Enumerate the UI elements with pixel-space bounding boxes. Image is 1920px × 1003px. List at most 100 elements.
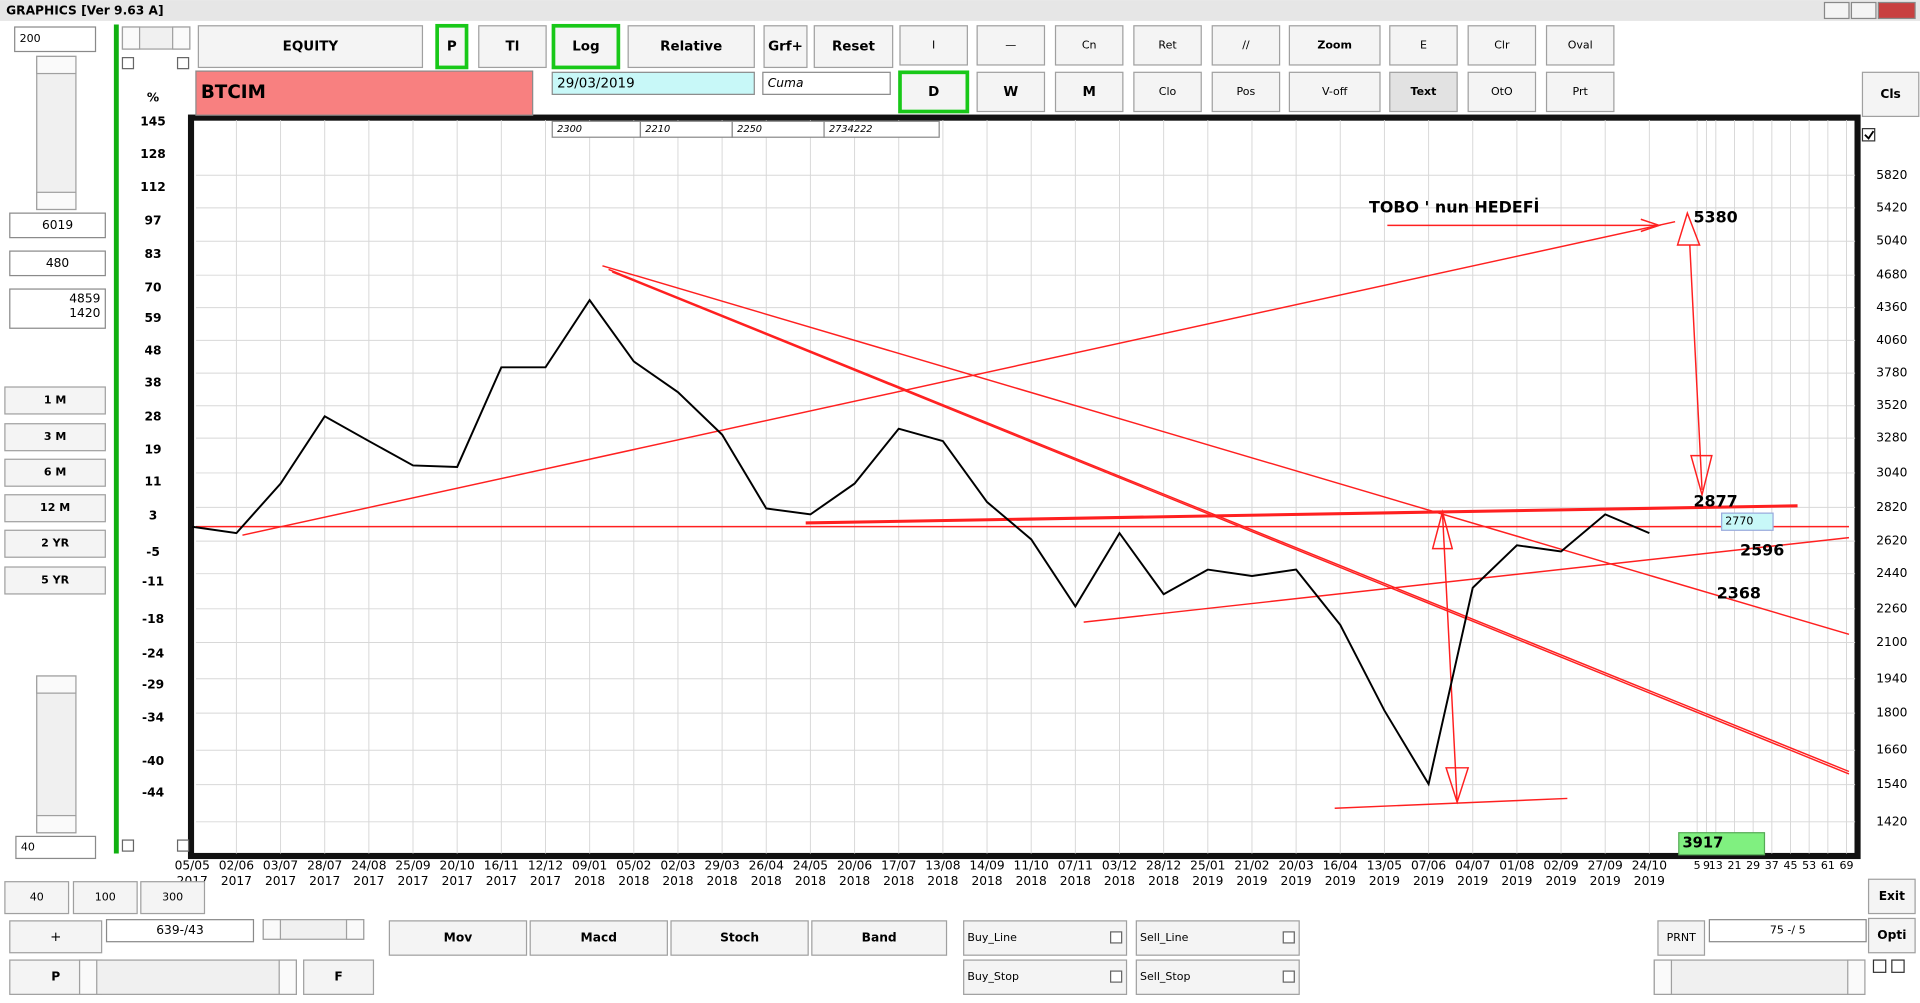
button-label[interactable]: Cls — [1880, 87, 1900, 101]
button-label[interactable]: 6 M — [44, 466, 66, 479]
button[interactable] — [1867, 878, 1916, 915]
scroll-arrow[interactable] — [36, 55, 77, 75]
input-field[interactable] — [1708, 919, 1867, 943]
scroll-arrow[interactable] — [36, 191, 77, 211]
button-label[interactable]: P — [447, 40, 457, 55]
button[interactable] — [478, 25, 547, 69]
button-label[interactable]: OtO — [1491, 85, 1513, 98]
button[interactable] — [1389, 71, 1458, 113]
button[interactable] — [1545, 71, 1615, 113]
scroll-arrow[interactable] — [78, 959, 98, 995]
checkbox[interactable] — [176, 839, 190, 852]
option-box[interactable] — [963, 920, 1128, 956]
option-label[interactable]: Buy_Stop — [967, 970, 1019, 983]
scrollbar[interactable] — [1653, 959, 1866, 995]
button[interactable] — [899, 25, 968, 66]
button[interactable] — [763, 25, 808, 69]
button-label[interactable]: Oval — [1568, 38, 1593, 51]
button[interactable] — [388, 920, 528, 956]
button-label[interactable]: 12 M — [40, 501, 70, 514]
button-label[interactable]: Reset — [832, 40, 876, 55]
scroll-arrow[interactable] — [172, 26, 191, 50]
scroll-arrow[interactable] — [278, 959, 297, 995]
scroll-arrow[interactable] — [36, 675, 77, 694]
button[interactable] — [1467, 25, 1537, 66]
scroll-arrow[interactable] — [345, 919, 365, 940]
button-label[interactable]: Prt — [1573, 85, 1589, 98]
button[interactable] — [72, 881, 138, 915]
option-box[interactable] — [1135, 959, 1300, 995]
field-value[interactable]: BTCIM — [201, 82, 266, 103]
button[interactable] — [670, 920, 809, 956]
field-value[interactable]: 40 — [21, 840, 35, 853]
field-value[interactable]: Cuma — [768, 76, 804, 90]
button[interactable] — [140, 881, 206, 915]
scrollbar[interactable] — [78, 959, 297, 995]
button[interactable] — [1133, 25, 1202, 66]
checkbox[interactable] — [1872, 959, 1887, 973]
input-field[interactable] — [195, 70, 534, 116]
field-value[interactable]: 2250 — [737, 124, 762, 135]
button[interactable] — [1133, 71, 1202, 113]
field-value[interactable]: 480 — [46, 256, 69, 270]
button-label[interactable]: Mov — [444, 931, 473, 945]
button[interactable] — [9, 920, 103, 954]
checkbox[interactable] — [121, 57, 135, 70]
field-value[interactable]: 200 — [20, 32, 41, 45]
button-label[interactable]: Macd — [581, 931, 617, 945]
button[interactable] — [1288, 71, 1381, 113]
button-label[interactable]: Pos — [1237, 85, 1256, 98]
scroll-arrow[interactable] — [121, 26, 141, 50]
button[interactable] — [1657, 920, 1706, 956]
button[interactable] — [1389, 25, 1458, 66]
button[interactable] — [1467, 71, 1537, 113]
button-label[interactable]: Clo — [1159, 85, 1177, 98]
scrollbar[interactable] — [36, 675, 77, 834]
scroll-arrow[interactable] — [262, 919, 282, 940]
button[interactable] — [4, 494, 106, 523]
button-label[interactable]: // — [1242, 38, 1250, 51]
button[interactable] — [4, 423, 106, 452]
button[interactable] — [813, 25, 894, 69]
checkbox[interactable] — [121, 839, 135, 852]
button-label[interactable]: E — [1420, 38, 1427, 51]
scrollbar[interactable] — [36, 55, 77, 211]
button[interactable] — [1861, 71, 1920, 118]
button-label[interactable]: 3 M — [44, 430, 66, 443]
input-field[interactable] — [14, 26, 97, 53]
field-value[interactable]: 2734222 — [829, 124, 873, 135]
button[interactable] — [4, 566, 106, 595]
checkbox[interactable] — [1110, 970, 1123, 983]
input-field[interactable] — [823, 120, 940, 138]
button-label[interactable]: I — [932, 38, 935, 51]
button-label[interactable]: 2 YR — [41, 537, 69, 550]
checkbox[interactable] — [1891, 959, 1905, 973]
minimize-button[interactable] — [1823, 1, 1850, 20]
button-label[interactable]: Cn — [1082, 38, 1097, 51]
button[interactable] — [627, 25, 755, 69]
button-label[interactable]: M — [1082, 85, 1095, 100]
input-field[interactable] — [9, 212, 106, 239]
button-label[interactable]: 40 — [30, 891, 44, 904]
button[interactable] — [4, 881, 70, 915]
maximize-button[interactable] — [1850, 1, 1877, 20]
button[interactable] — [976, 71, 1046, 113]
input-field[interactable] — [762, 71, 891, 95]
button[interactable] — [811, 920, 948, 956]
button-label[interactable]: EQUITY — [283, 40, 339, 55]
button[interactable] — [1545, 25, 1615, 66]
button-label[interactable]: PRNT — [1667, 931, 1697, 944]
button-label[interactable]: Opti — [1877, 928, 1906, 942]
button-label[interactable]: Text — [1411, 85, 1438, 98]
option-label[interactable]: Buy_Line — [967, 931, 1017, 944]
close-button[interactable] — [1877, 1, 1916, 20]
button[interactable] — [1867, 917, 1916, 954]
button-label[interactable]: + — [50, 930, 61, 945]
button-label[interactable]: 300 — [162, 891, 183, 904]
option-label[interactable]: Sell_Line — [1140, 931, 1189, 944]
field-value[interactable]: 6019 — [42, 218, 73, 232]
field-value[interactable]: 75 -/ 5 — [1770, 924, 1806, 937]
option-label[interactable]: Sell_Stop — [1140, 970, 1190, 983]
checkbox[interactable] — [1282, 931, 1295, 944]
button[interactable] — [4, 458, 106, 487]
